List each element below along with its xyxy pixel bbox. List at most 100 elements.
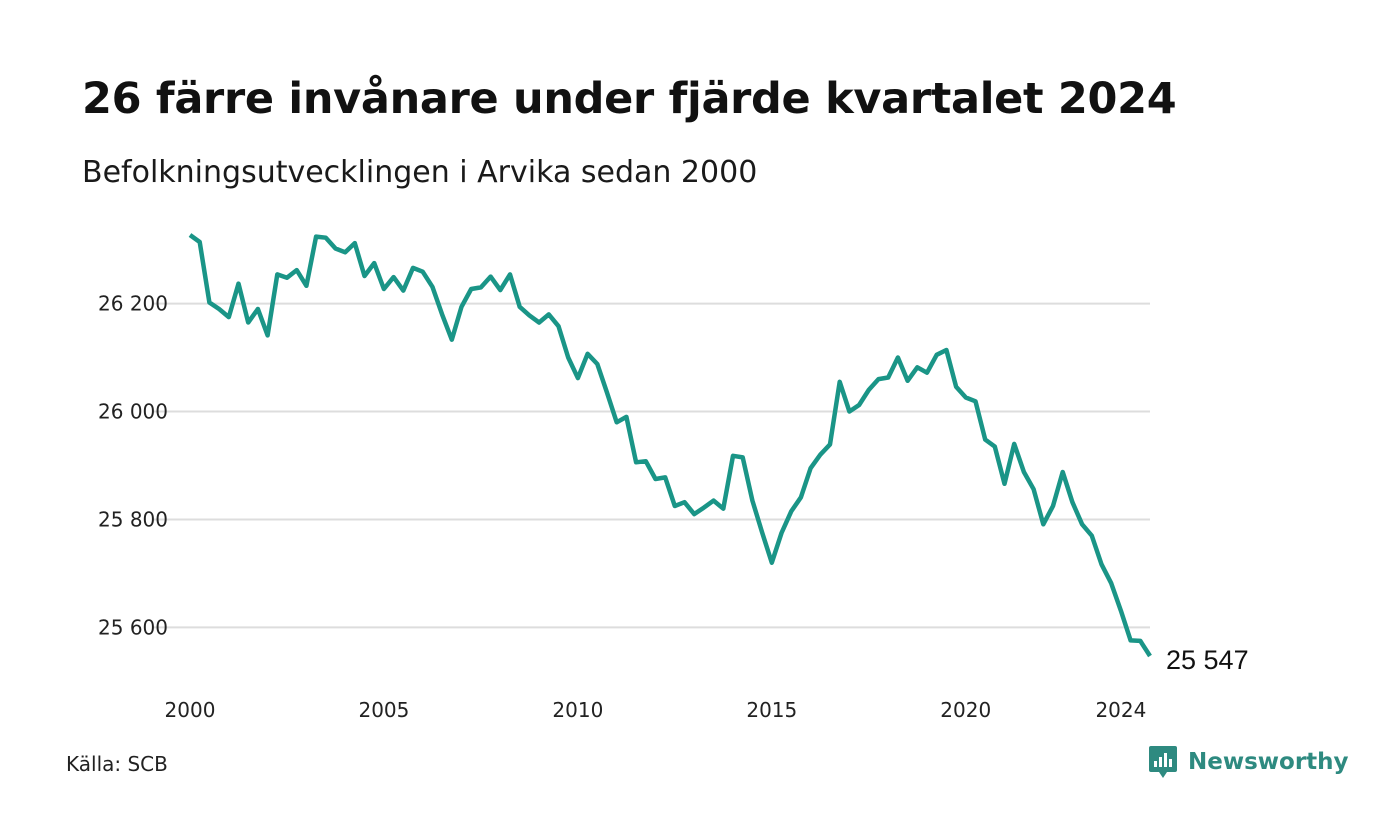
data-point (479, 285, 483, 289)
data-point (188, 233, 192, 237)
data-point (285, 276, 289, 280)
brand-logo[interactable]: Newsworthy (1148, 744, 1349, 780)
data-point (333, 246, 337, 250)
data-point (1080, 522, 1084, 526)
data-point (265, 333, 269, 337)
data-point (1031, 487, 1035, 491)
data-point (944, 348, 948, 352)
data-point (227, 315, 231, 319)
end-value-label: 25 547 (1166, 645, 1249, 675)
x-tick-label: 2000 (165, 698, 216, 722)
data-point (682, 500, 686, 504)
chart-subtitle: Befolkningsutvecklingen i Arvika sedan 2… (82, 155, 758, 190)
data-point (1148, 654, 1152, 658)
data-point (692, 512, 696, 516)
data-point (915, 365, 919, 369)
data-point (644, 459, 648, 463)
data-point (518, 305, 522, 309)
data-point (585, 352, 589, 356)
data-point (1090, 534, 1094, 538)
data-point (1138, 639, 1142, 643)
data-point (207, 300, 211, 304)
data-point (411, 266, 415, 270)
data-point (440, 312, 444, 316)
x-tick-label: 2024 (1095, 698, 1146, 722)
data-point (731, 454, 735, 458)
data-point (421, 270, 425, 274)
data-point (624, 415, 628, 419)
data-point (847, 409, 851, 413)
data-point (973, 399, 977, 403)
data-point (964, 395, 968, 399)
data-point (605, 390, 609, 394)
data-point (983, 437, 987, 441)
data-point (702, 505, 706, 509)
data-point (1022, 470, 1026, 474)
data-point (741, 455, 745, 459)
data-point (508, 272, 512, 276)
data-point (295, 268, 299, 272)
data-point (1109, 581, 1113, 585)
source-note: Källa: SCB (66, 752, 168, 776)
data-point (1119, 609, 1123, 613)
data-point (450, 338, 454, 342)
data-point (896, 355, 900, 359)
data-point (304, 284, 308, 288)
data-point (343, 250, 347, 254)
data-point (566, 355, 570, 359)
x-tick-label: 2010 (552, 698, 603, 722)
newsworthy-logo-icon (1148, 744, 1178, 780)
data-point (547, 312, 551, 316)
data-point (488, 274, 492, 278)
data-point (353, 241, 357, 245)
y-tick-label: 26 200 (98, 292, 168, 316)
data-point (362, 274, 366, 278)
data-point (750, 498, 754, 502)
data-point (615, 420, 619, 424)
data-point (324, 236, 328, 240)
y-tick-label: 25 800 (98, 507, 168, 531)
data-point (993, 444, 997, 448)
data-point (818, 453, 822, 457)
data-point (1051, 504, 1055, 508)
data-point (925, 371, 929, 375)
data-point (246, 320, 250, 324)
data-point (838, 380, 842, 384)
data-point (954, 385, 958, 389)
y-tick-label: 26 000 (98, 400, 168, 424)
data-point (779, 531, 783, 535)
data-point (760, 530, 764, 534)
data-point (663, 475, 667, 479)
data-point (1002, 482, 1006, 486)
data-point (217, 307, 221, 311)
data-point (198, 240, 202, 244)
data-point (430, 285, 434, 289)
data-point (886, 375, 890, 379)
data-point (469, 287, 473, 291)
series-layer (188, 233, 1152, 658)
series-line (188, 233, 1152, 658)
data-point (770, 561, 774, 565)
data-point (256, 307, 260, 311)
data-point (789, 509, 793, 513)
data-point (935, 353, 939, 357)
data-point (857, 403, 861, 407)
data-point (673, 504, 677, 508)
data-point (556, 324, 560, 328)
data-point (799, 495, 803, 499)
grid-lines (152, 302, 1150, 629)
data-point (653, 477, 657, 481)
x-axis-ticks: 2000 2005 2010 2015 2020 2024 (165, 698, 1147, 722)
data-point (275, 272, 279, 276)
data-point (537, 320, 541, 324)
data-point (634, 460, 638, 464)
data-point (459, 305, 463, 309)
data-point (401, 288, 405, 292)
x-tick-label: 2015 (746, 698, 797, 722)
data-point (314, 234, 318, 238)
data-point (498, 288, 502, 292)
data-point (905, 379, 909, 383)
data-label-layer: 25 547 (1166, 645, 1249, 675)
data-point (1041, 522, 1045, 526)
